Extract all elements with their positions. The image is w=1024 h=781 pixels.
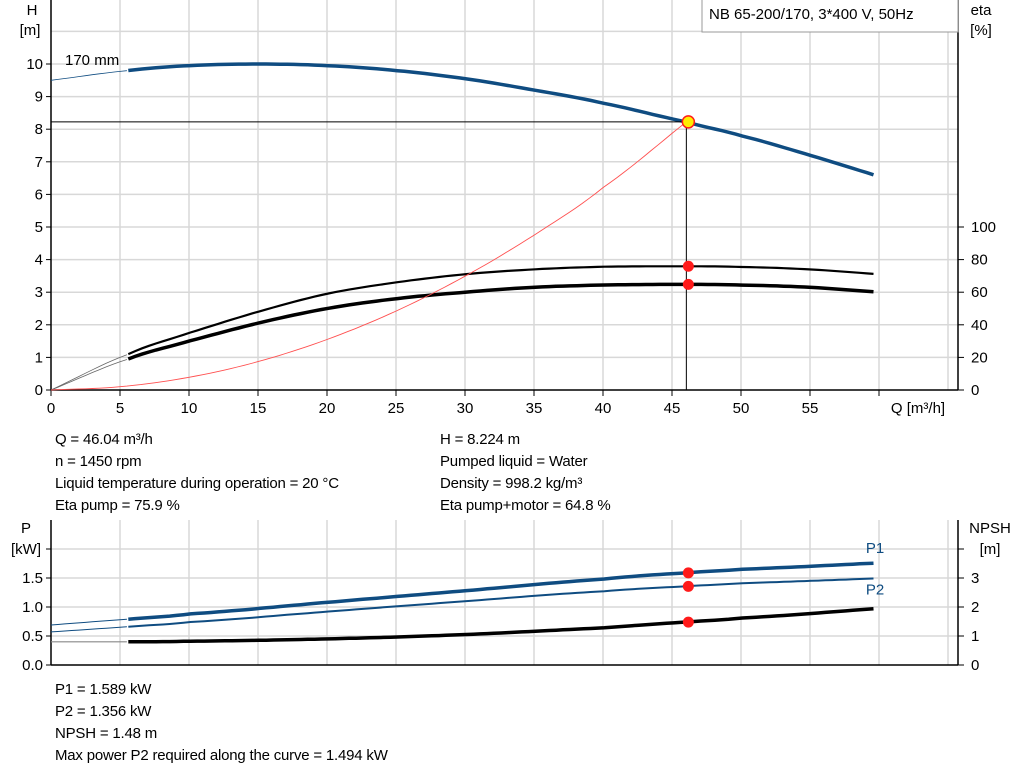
series-eta_pump-extension xyxy=(50,354,128,391)
info-liquid: Pumped liquid = Water xyxy=(440,453,588,470)
y-tick-label-left: 0.0 xyxy=(22,657,43,674)
info-top-right: H = 8.224 m Pumped liquid = Water Densit… xyxy=(440,429,611,517)
y-tick-label-right: 40 xyxy=(971,317,988,334)
y-tick-label-left: 7 xyxy=(35,154,43,171)
info-speed: n = 1450 rpm xyxy=(55,453,142,470)
x-tick-label: 5 xyxy=(116,400,124,417)
y-axis-label-left: H xyxy=(27,2,38,19)
series-head xyxy=(128,62,875,177)
info-temperature: Liquid temperature during operation = 20… xyxy=(55,475,339,492)
y-tick-label-right: 60 xyxy=(971,284,988,301)
series-eta_pump_motor xyxy=(127,282,874,361)
y-tick-label-left: 1 xyxy=(35,349,43,366)
series-eta_pump_motor-extension xyxy=(50,359,128,391)
duty-marker-p2 xyxy=(682,580,694,592)
curve-label: 170 mm xyxy=(65,52,119,69)
info-max-p2: Max power P2 required along the curve = … xyxy=(55,747,388,764)
info-eta-pump: Eta pump = 75.9 % xyxy=(55,497,180,514)
x-tick-label: 0 xyxy=(47,400,55,417)
series-label-P2: P2 xyxy=(866,581,884,598)
x-tick-label: 35 xyxy=(526,400,543,417)
info-bottom: P1 = 1.589 kW P2 = 1.356 kW NPSH = 1.48 … xyxy=(55,679,388,767)
x-tick-label: 50 xyxy=(733,400,750,417)
x-tick-label: 55 xyxy=(802,400,819,417)
title-box xyxy=(701,0,959,33)
y-tick-label-right: 80 xyxy=(971,252,988,269)
series-npsh xyxy=(128,607,874,644)
y-tick-label-right: 2 xyxy=(971,599,979,616)
duty-marker-p1 xyxy=(682,567,694,579)
info-flow: Q = 46.04 m³/h xyxy=(55,431,153,448)
x-tick-label: 20 xyxy=(319,400,336,417)
series-P1-extension xyxy=(50,618,127,626)
x-tick-label: 40 xyxy=(595,400,612,417)
y-tick-label-left: 2 xyxy=(35,317,43,334)
y-axis-unit-left: [kW] xyxy=(11,541,41,558)
y-tick-label-right: 20 xyxy=(971,349,988,366)
y-tick-label-left: 4 xyxy=(35,252,43,269)
y-tick-label-left: 0 xyxy=(35,382,43,399)
series-P1 xyxy=(128,561,874,621)
y-tick-label-right: 0 xyxy=(971,657,979,674)
info-top-left: Q = 46.04 m³/h n = 1450 rpm Liquid tempe… xyxy=(55,429,339,517)
info-p1: P1 = 1.589 kW xyxy=(55,681,152,698)
duty-marker-eta-pump-motor xyxy=(682,278,694,290)
y-tick-label-left: 5 xyxy=(35,219,43,236)
y-tick-label-right: 3 xyxy=(971,570,979,587)
x-tick-label: 25 xyxy=(388,400,405,417)
series-P2-extension xyxy=(50,626,127,633)
y-tick-label-left: 8 xyxy=(35,121,43,138)
y-tick-label-left: 1.5 xyxy=(22,570,43,587)
y-tick-label-right: 0 xyxy=(971,382,979,399)
x-tick-label: 30 xyxy=(457,400,474,417)
y-axis-unit-right: [%] xyxy=(970,22,992,39)
y-axis-label-right: NPSH xyxy=(969,520,1011,537)
y-tick-label-right: 1 xyxy=(971,628,979,645)
y-tick-label-right: 100 xyxy=(971,219,996,236)
info-npsh: NPSH = 1.48 m xyxy=(55,725,158,742)
y-tick-label-left: 10 xyxy=(26,56,43,73)
y-tick-label-left: 3 xyxy=(35,284,43,301)
x-tick-label: 45 xyxy=(664,400,681,417)
info-density: Density = 998.2 kg/m³ xyxy=(440,475,583,492)
info-head: H = 8.224 m xyxy=(440,431,520,448)
chart-title: NB 65-200/170, 3*400 V, 50Hz xyxy=(709,6,914,23)
info-p2: P2 = 1.356 kW xyxy=(55,703,152,720)
x-tick-label: 10 xyxy=(181,400,198,417)
y-axis-unit-right: [m] xyxy=(980,541,1001,558)
y-axis-label-left: P xyxy=(21,520,31,537)
y-axis-unit-left: [m] xyxy=(20,22,41,39)
x-tick-label: 15 xyxy=(250,400,267,417)
duty-marker-eta-pump xyxy=(682,260,694,272)
y-tick-label-left: 1.0 xyxy=(22,599,43,616)
series-head-extension xyxy=(50,70,127,81)
series-eta_pump xyxy=(127,265,874,356)
series-system_curve xyxy=(50,121,687,391)
series-P2 xyxy=(128,577,874,628)
duty-marker-head xyxy=(681,115,696,129)
y-tick-label-left: 9 xyxy=(35,89,43,106)
y-tick-label-left: 0.5 xyxy=(22,628,43,645)
y-tick-label-left: 6 xyxy=(35,186,43,203)
y-axis-label-right: eta xyxy=(971,2,993,19)
duty-marker-npsh xyxy=(682,616,694,628)
x-axis-label: Q [m³/h] xyxy=(891,400,945,417)
series-label-P1: P1 xyxy=(866,540,884,557)
info-eta-pump-motor: Eta pump+motor = 64.8 % xyxy=(440,497,611,514)
